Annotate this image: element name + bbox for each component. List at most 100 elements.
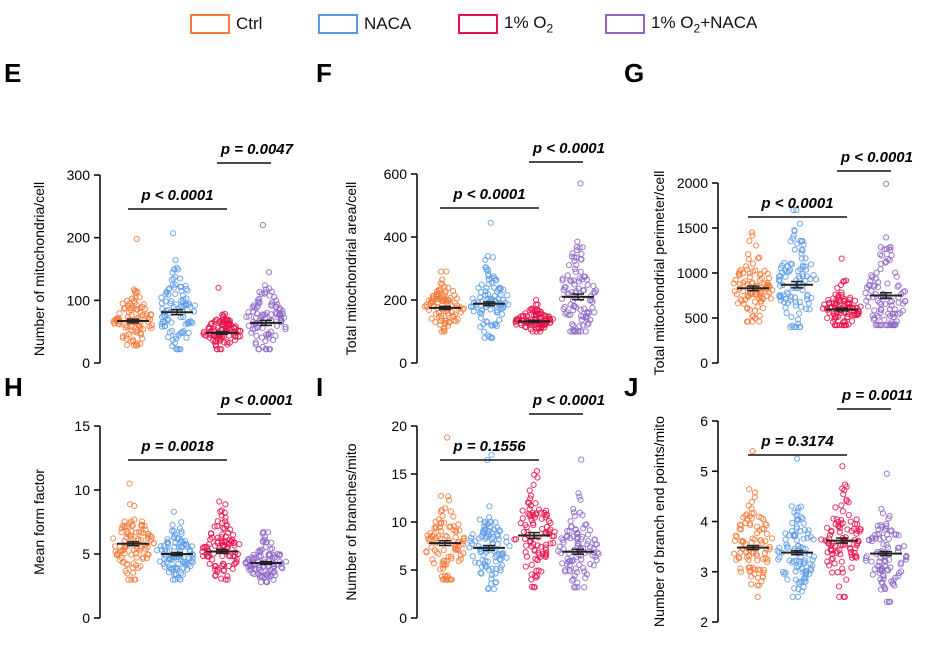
data-point [838, 541, 845, 548]
data-point [119, 559, 126, 566]
p-value-label: p < 0.0001 [760, 195, 833, 212]
data-point [802, 571, 809, 578]
data-point [828, 556, 835, 563]
data-point [527, 513, 534, 520]
data-point [559, 275, 566, 282]
data-point [787, 260, 794, 267]
data-point [475, 284, 482, 292]
data-point [575, 541, 582, 548]
data-point [268, 539, 275, 546]
data-point [756, 276, 764, 284]
data-point [185, 329, 192, 336]
data-point [432, 318, 439, 326]
data-point [882, 322, 889, 329]
data-point [569, 577, 576, 584]
data-point [169, 269, 176, 276]
data-point [150, 539, 157, 547]
data-point [872, 275, 879, 282]
data-point [572, 526, 579, 533]
data-point [251, 565, 258, 572]
data-point [439, 512, 446, 519]
data-point [529, 520, 537, 527]
data-point [764, 556, 771, 563]
data-point [129, 522, 136, 530]
data-point [777, 272, 784, 280]
data-point [840, 593, 847, 600]
data-point [133, 554, 140, 561]
data-point [253, 310, 260, 317]
data-point [431, 547, 438, 554]
panel-letter: E [4, 58, 21, 88]
data-point [526, 487, 533, 494]
data-point [750, 510, 757, 517]
data-point [547, 540, 554, 547]
data-point [847, 294, 854, 301]
data-point [482, 256, 489, 263]
data-point [124, 323, 131, 330]
data-point [258, 334, 266, 341]
data-point [853, 310, 860, 318]
data-point [230, 540, 237, 547]
points-ctrl [110, 235, 156, 349]
data-point [873, 269, 880, 276]
data-point [489, 565, 496, 572]
data-point [172, 290, 179, 298]
data-point [563, 309, 570, 316]
data-point [526, 505, 533, 513]
data-point [848, 551, 855, 559]
chart-h: H 0 5 10 15 Mean form factor p = 0.0018 p < 0.0… [4, 372, 293, 626]
data-point [743, 266, 751, 273]
data-point [489, 254, 497, 261]
data-point [477, 548, 484, 556]
data-point [802, 578, 809, 585]
data-point [519, 507, 526, 514]
data-point [485, 566, 492, 573]
data-point [584, 321, 591, 328]
data-point [807, 560, 814, 567]
data-point [802, 263, 809, 270]
data-point [590, 562, 597, 569]
data-point [730, 550, 738, 557]
data-point [582, 574, 589, 581]
data-point [171, 543, 178, 550]
data-point [534, 573, 541, 580]
data-point [266, 285, 273, 292]
data-point [576, 493, 583, 500]
data-point [793, 537, 801, 544]
data-point [173, 571, 180, 578]
data-point [577, 180, 584, 187]
data-point [259, 222, 266, 229]
data-point [835, 291, 842, 299]
data-point [800, 535, 807, 542]
p-value-label: p = 0.0018 [140, 438, 214, 455]
data-point [796, 298, 803, 305]
data-point [754, 557, 761, 564]
data-point [895, 282, 902, 289]
data-point [888, 302, 895, 309]
data-point [796, 220, 803, 227]
chart-i: I 0 5 10 15 20 Number of branches/mito p = 0.15… [316, 372, 605, 626]
data-point [429, 556, 436, 563]
data-point [271, 568, 278, 575]
data-point [164, 536, 171, 543]
data-point [447, 576, 454, 583]
data-point [141, 522, 148, 530]
data-point [219, 560, 227, 567]
data-point [161, 323, 168, 330]
data-point [760, 305, 767, 312]
p-value-label: p < 0.0001 [532, 392, 605, 409]
data-point [564, 527, 571, 535]
data-point [584, 531, 592, 538]
legend-item-naca: NACA [318, 9, 411, 39]
data-point [749, 232, 756, 239]
data-point [139, 311, 146, 319]
data-point [526, 307, 533, 314]
data-point [584, 281, 591, 289]
data-point [839, 463, 846, 470]
data-point [270, 552, 277, 559]
data-point [580, 525, 587, 532]
data-point [440, 547, 447, 554]
data-point [276, 551, 284, 558]
data-point [253, 332, 260, 340]
data-point [572, 265, 579, 273]
